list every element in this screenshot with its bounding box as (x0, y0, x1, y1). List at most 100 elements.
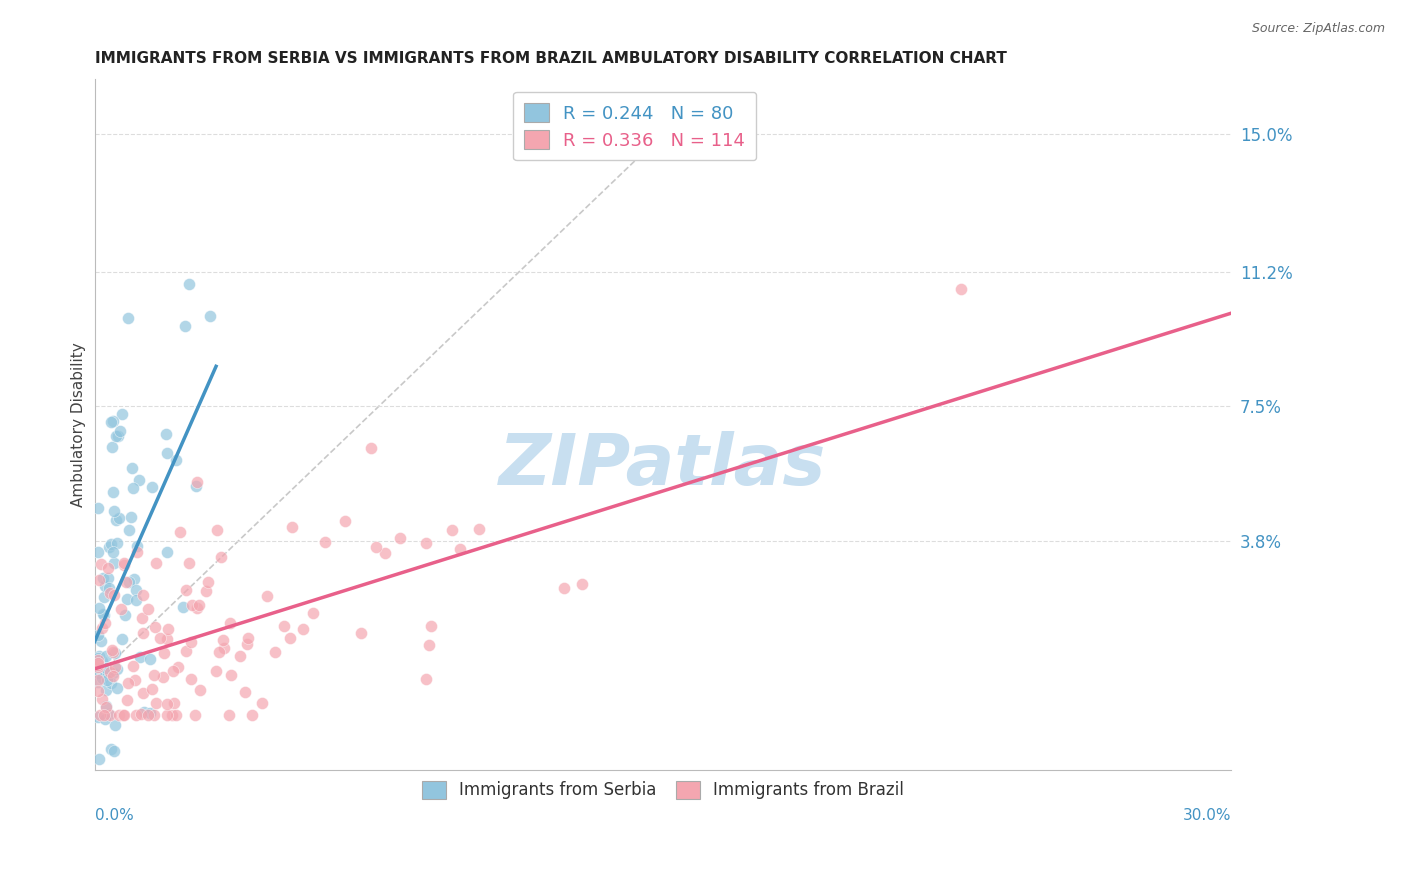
Point (166, 660, 188, 674)
Point (256, 589, 278, 603)
Point (252, 696, 274, 710)
Point (141, 479, 163, 493)
Point (101, 665, 124, 680)
Point (278, 631, 301, 645)
Point (157, 622, 180, 636)
Point (273, 618, 295, 632)
Text: 0.0%: 0.0% (94, 808, 134, 823)
Point (112, 558, 135, 573)
Point (93, 590, 115, 604)
Point (155, 427, 177, 442)
Point (87, 665, 110, 680)
Point (94, 616, 117, 631)
Point (149, 631, 172, 645)
Point (87, 628, 110, 642)
Point (98, 708, 121, 723)
Point (177, 277, 200, 292)
Point (128, 473, 150, 487)
Point (949, 283, 972, 297)
Point (219, 667, 242, 681)
Point (100, 415, 122, 429)
Point (236, 631, 259, 645)
Point (143, 668, 166, 682)
Point (87, 673, 110, 687)
Point (103, 556, 125, 570)
Point (212, 640, 235, 655)
Point (179, 557, 201, 571)
Point (162, 664, 184, 678)
Point (156, 446, 179, 460)
Point (229, 649, 252, 664)
Point (176, 644, 198, 658)
Point (89, 708, 111, 723)
Point (108, 708, 131, 723)
Point (110, 424, 132, 438)
Point (264, 645, 287, 659)
Point (180, 635, 202, 649)
Point (131, 611, 153, 625)
Point (314, 535, 336, 549)
Point (350, 626, 373, 640)
Point (87, 501, 110, 516)
Point (93, 708, 115, 723)
Point (100, 537, 122, 551)
Point (114, 608, 136, 623)
Point (104, 718, 127, 732)
Point (93, 608, 115, 623)
Point (145, 556, 167, 570)
Point (152, 670, 174, 684)
Point (180, 672, 202, 686)
Point (183, 708, 205, 723)
Point (186, 475, 208, 490)
Point (366, 540, 388, 554)
Point (139, 706, 162, 720)
Point (121, 659, 143, 673)
Point (129, 706, 152, 721)
Point (94, 700, 117, 714)
Point (94, 661, 117, 675)
Point (156, 708, 179, 723)
Point (143, 708, 166, 723)
Point (111, 632, 134, 646)
Point (188, 683, 211, 698)
Point (104, 429, 127, 443)
Legend: Immigrants from Serbia, Immigrants from Brazil: Immigrants from Serbia, Immigrants from … (416, 774, 911, 806)
Point (87, 683, 110, 698)
Point (553, 582, 575, 596)
Point (174, 319, 197, 334)
Point (281, 520, 304, 534)
Point (94, 682, 117, 697)
Point (90, 557, 112, 571)
Point (209, 549, 232, 564)
Point (186, 601, 208, 615)
Point (136, 601, 159, 615)
Point (165, 708, 187, 723)
Point (103, 669, 125, 683)
Point (301, 606, 323, 620)
Point (122, 481, 145, 495)
Point (117, 692, 139, 706)
Point (141, 682, 163, 697)
Point (105, 662, 128, 676)
Point (111, 407, 134, 421)
Point (97, 581, 120, 595)
Point (291, 622, 314, 636)
Text: 30.0%: 30.0% (1182, 808, 1232, 823)
Y-axis label: Ambulatory Disability: Ambulatory Disability (72, 343, 86, 507)
Point (440, 523, 463, 537)
Point (360, 441, 382, 455)
Point (236, 637, 259, 651)
Point (103, 743, 125, 757)
Point (124, 582, 146, 597)
Point (169, 525, 191, 540)
Point (131, 587, 153, 601)
Text: ZIPatlas: ZIPatlas (499, 432, 827, 500)
Point (107, 510, 129, 524)
Point (207, 524, 229, 538)
Point (97, 571, 120, 585)
Point (100, 676, 122, 690)
Point (117, 310, 139, 325)
Point (100, 643, 122, 657)
Point (136, 708, 159, 723)
Point (98, 665, 121, 679)
